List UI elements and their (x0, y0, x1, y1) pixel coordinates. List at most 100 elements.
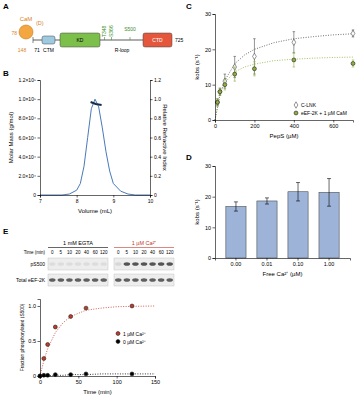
cam-lobe (19, 25, 33, 39)
axis: 0200400600 (214, 120, 354, 129)
y-axis-title: kobs (s⁻¹) (194, 199, 200, 224)
tick: 0 (150, 192, 157, 198)
axis-line (38, 81, 41, 196)
error-cap (219, 95, 222, 96)
tick: 0.5 (28, 338, 40, 344)
blot-band (58, 262, 65, 266)
point (69, 315, 73, 319)
error-cap (216, 98, 219, 99)
axis-line (213, 15, 216, 121)
error-cap (253, 61, 256, 62)
tick-label: 0.2 (154, 173, 161, 179)
blot-band (115, 262, 122, 266)
tick: 400 (290, 120, 299, 129)
boundary-tick (33, 37, 34, 43)
blot-condition: 1 µM Ca²⁺ (132, 240, 157, 246)
tick-mark (150, 118, 153, 119)
tick: 600 (329, 120, 338, 129)
blot-band (83, 278, 90, 282)
error-bar (234, 202, 238, 211)
blot-band (75, 262, 82, 266)
tick-label: 20 (205, 47, 211, 53)
error-cap (293, 52, 296, 53)
axis: 0102030 (205, 11, 216, 123)
tick-mark (38, 376, 41, 377)
legend-marker (294, 102, 298, 108)
tick-mark (213, 14, 216, 15)
error-cap (327, 178, 331, 179)
tick-mark (38, 99, 41, 100)
error-cap (234, 211, 238, 212)
line (215, 57, 353, 120)
legend-label: 0 µM Ca²⁺ (123, 339, 146, 345)
blot-row-label: Total eEF-2K (16, 277, 46, 283)
blot-band (158, 262, 165, 266)
point (46, 343, 50, 347)
domain-label: CTM (43, 47, 54, 53)
blot-band (83, 262, 90, 266)
error-cap (224, 79, 227, 80)
tick: 8 (76, 195, 79, 204)
blot-band (141, 262, 148, 266)
chart: 7891002.0×10⁴4.0×10⁴6.0×10⁴8.0×10⁴1.0×10… (8, 77, 168, 214)
blot-band (132, 262, 139, 266)
x-axis-title: Free Ca²⁺ (µM) (263, 271, 303, 277)
tick: 30 (205, 11, 215, 17)
blot-band (49, 262, 56, 266)
tick-mark (38, 157, 41, 158)
blot-strip (114, 274, 174, 286)
tick-label: 1.2 (154, 77, 161, 83)
tick: 0.01 (262, 258, 273, 267)
point (253, 53, 257, 59)
tick: 4.0×10⁴ (18, 154, 40, 160)
blot-time: 120 (100, 250, 108, 255)
axis: 00.20.40.60.81.01.2 (150, 77, 161, 198)
error-line (266, 198, 267, 204)
point (223, 83, 227, 87)
legend: C-LNKeEF-2K + 1 µM CaM (294, 102, 347, 116)
axis: 0.000.010.101.00 (216, 258, 351, 267)
tick: 20 (205, 194, 215, 200)
point (53, 325, 57, 329)
panel-label: E (3, 227, 9, 236)
error-bar (233, 67, 236, 81)
tick: 0 (214, 120, 217, 129)
figure: ABCDECaM(D)7814871725CTMKDR-loopCTDT348S… (0, 0, 361, 400)
error-cap (253, 75, 256, 76)
error-cap (233, 67, 236, 68)
point (216, 100, 220, 104)
legend-marker (116, 340, 120, 344)
blot-band (124, 262, 131, 266)
point (216, 99, 220, 105)
tick-mark (213, 166, 216, 167)
tick-mark (213, 258, 216, 259)
tick-label: 0.4 (154, 154, 161, 160)
tick: 10 (205, 82, 215, 88)
tick-label: 6.0×10⁴ (18, 135, 36, 141)
blot-time: 40 (84, 250, 90, 255)
blot-time: 10 (133, 250, 139, 255)
blot-time-label: Time (min) (24, 250, 46, 255)
error-cap (296, 200, 300, 201)
error-bar (296, 183, 300, 201)
error-bar (233, 56, 236, 77)
tick-label: 10 (205, 225, 211, 231)
point (53, 373, 57, 377)
tick-label: 2.0×10⁴ (18, 173, 36, 179)
blot-band (92, 262, 99, 266)
panel-label: C (186, 2, 192, 11)
tick: 1.0×10⁵ (18, 96, 40, 102)
y-axis-title: kobs (s⁻¹) (194, 54, 200, 79)
blot-band (166, 262, 173, 266)
blot-band (149, 262, 156, 266)
point (351, 30, 355, 36)
tick: 10 (205, 225, 215, 231)
axis-line (38, 300, 41, 377)
tick-mark (38, 138, 41, 139)
tick-label: 150 (151, 379, 160, 385)
blot-time: 0 (51, 250, 54, 255)
bar (226, 206, 246, 258)
axis: 050100150 (39, 376, 160, 385)
tick: 9 (112, 195, 115, 204)
blot-band (100, 262, 107, 266)
